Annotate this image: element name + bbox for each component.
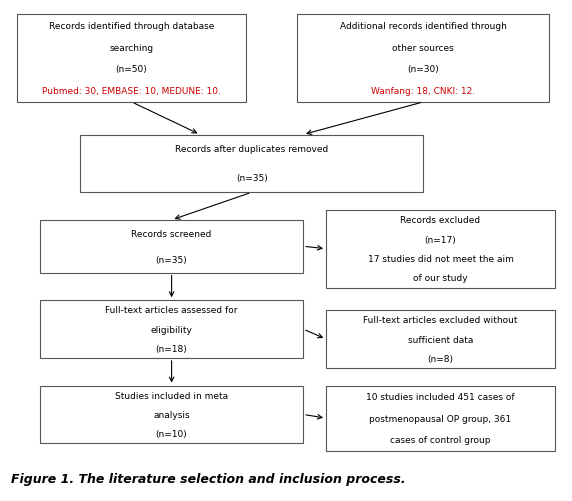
FancyBboxPatch shape <box>40 220 303 273</box>
Text: (n=35): (n=35) <box>236 174 268 183</box>
Text: Full-text articles assessed for: Full-text articles assessed for <box>105 306 238 315</box>
Text: eligibility: eligibility <box>150 325 193 334</box>
Text: Records excluded: Records excluded <box>400 215 480 224</box>
Text: postmenopausal OP group, 361: postmenopausal OP group, 361 <box>370 414 511 423</box>
FancyBboxPatch shape <box>326 311 555 368</box>
Text: Pubmed: 30, EMBASE: 10, MEDUNE: 10.: Pubmed: 30, EMBASE: 10, MEDUNE: 10. <box>42 87 221 96</box>
Text: analysis: analysis <box>153 410 190 419</box>
Text: Additional records identified through: Additional records identified through <box>340 22 507 31</box>
Text: (n=50): (n=50) <box>116 65 148 74</box>
Text: sufficient data: sufficient data <box>408 335 473 344</box>
Text: (n=35): (n=35) <box>156 256 188 265</box>
Text: Records screened: Records screened <box>132 229 212 238</box>
Text: (n=30): (n=30) <box>407 65 439 74</box>
Text: (n=17): (n=17) <box>424 235 456 244</box>
FancyBboxPatch shape <box>17 15 246 103</box>
Text: 10 studies included 451 cases of: 10 studies included 451 cases of <box>366 392 515 401</box>
FancyBboxPatch shape <box>326 210 555 288</box>
Text: cases of control group: cases of control group <box>390 435 491 444</box>
FancyBboxPatch shape <box>80 135 423 193</box>
Text: Records after duplicates removed: Records after duplicates removed <box>175 145 328 154</box>
Text: other sources: other sources <box>392 44 454 53</box>
FancyBboxPatch shape <box>40 301 303 358</box>
Text: (n=10): (n=10) <box>156 429 188 438</box>
Text: searching: searching <box>109 44 154 53</box>
Text: (n=8): (n=8) <box>427 354 454 363</box>
FancyBboxPatch shape <box>326 386 555 451</box>
Text: Full-text articles excluded without: Full-text articles excluded without <box>363 316 518 325</box>
Text: of our study: of our study <box>413 274 468 283</box>
Text: Studies included in meta: Studies included in meta <box>115 391 228 400</box>
Text: (n=18): (n=18) <box>156 344 188 353</box>
FancyBboxPatch shape <box>297 15 549 103</box>
Text: Records identified through database: Records identified through database <box>49 22 214 31</box>
Text: 17 studies did not meet the aim: 17 studies did not meet the aim <box>367 255 514 264</box>
Text: Wanfang: 18, CNKI: 12.: Wanfang: 18, CNKI: 12. <box>371 87 475 96</box>
FancyBboxPatch shape <box>40 386 303 443</box>
Text: Figure 1. The literature selection and inclusion process.: Figure 1. The literature selection and i… <box>11 472 406 485</box>
